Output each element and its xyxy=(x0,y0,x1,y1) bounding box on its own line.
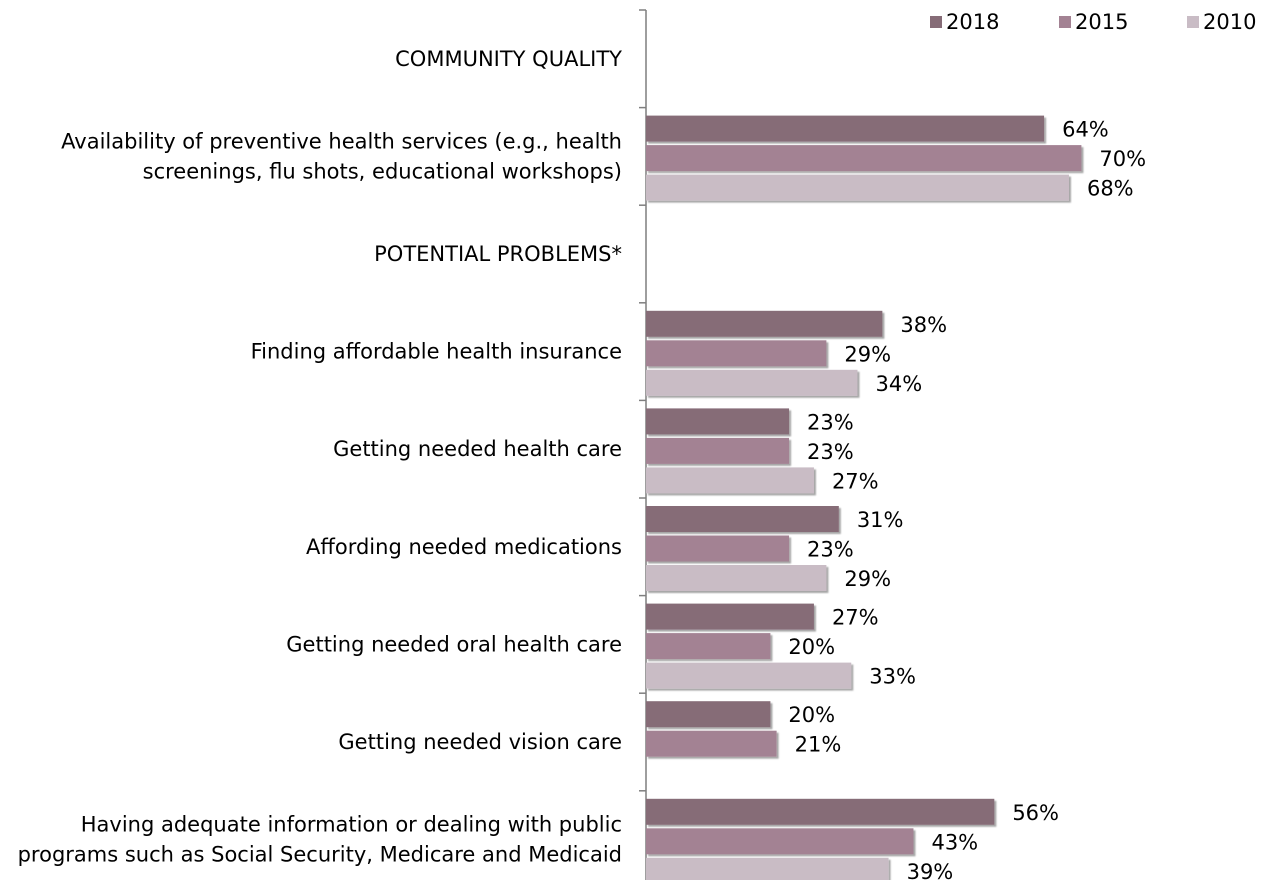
bar-2010 xyxy=(646,369,858,396)
data-label: 20% xyxy=(788,703,835,727)
category-label: Getting needed health care xyxy=(333,437,622,461)
data-label: 27% xyxy=(832,606,879,630)
data-label: 70% xyxy=(1099,147,1146,171)
bar-2018 xyxy=(646,115,1045,142)
bar-2018 xyxy=(646,310,883,337)
data-label: 64% xyxy=(1062,118,1109,142)
data-label: 39% xyxy=(907,860,954,880)
bar-2015 xyxy=(646,340,827,367)
bar-2010 xyxy=(646,857,889,880)
data-label: 23% xyxy=(807,440,854,464)
bar-2015 xyxy=(646,633,771,660)
bar-2018 xyxy=(646,506,839,532)
category-label: Having adequate information or dealing w… xyxy=(81,813,622,837)
data-label: 56% xyxy=(1012,801,1059,825)
legend-swatch xyxy=(1187,16,1199,28)
legend: 2018 2015 2010 xyxy=(930,10,1256,34)
category-label: Affording needed medications xyxy=(306,535,622,559)
data-label: 29% xyxy=(844,567,891,591)
category-label: programs such as Social Security, Medica… xyxy=(18,843,622,867)
bar-2010 xyxy=(646,174,1069,201)
section-heading: POTENTIAL PROBLEMS* xyxy=(374,242,622,266)
category-label: Finding affordable health insurance xyxy=(251,340,622,364)
category-label: Availability of preventive health servic… xyxy=(61,129,622,153)
bars-group: 64%70%68%38%29%34%23%23%27%31%23%29%27%2… xyxy=(646,115,1146,880)
data-label: 21% xyxy=(795,733,842,757)
bar-2018 xyxy=(646,701,771,728)
bar-2010 xyxy=(646,467,814,494)
data-label: 29% xyxy=(844,342,891,366)
legend-label: 2010 xyxy=(1203,10,1256,34)
data-label: 68% xyxy=(1087,177,1134,201)
section-heading: COMMUNITY QUALITY xyxy=(395,47,622,71)
legend-swatch xyxy=(1059,16,1071,28)
data-label: 43% xyxy=(931,830,978,854)
bar-2015 xyxy=(646,437,790,464)
bar-2015 xyxy=(646,828,914,855)
bar-2015 xyxy=(646,145,1082,172)
data-label: 38% xyxy=(900,313,947,337)
category-label: screenings, flu shots, educational works… xyxy=(143,159,622,183)
data-label: 33% xyxy=(869,665,916,689)
category-label: Getting needed vision care xyxy=(338,730,622,754)
data-label: 34% xyxy=(875,372,922,396)
data-label: 23% xyxy=(807,410,854,434)
data-label: 27% xyxy=(832,469,879,493)
data-label: 31% xyxy=(857,508,904,532)
bar-2018 xyxy=(646,408,790,435)
bar-2010 xyxy=(646,565,827,591)
category-axis xyxy=(639,9,647,880)
category-labels: COMMUNITY QUALITY Availability of prevent… xyxy=(18,47,623,867)
category-label: Getting needed oral health care xyxy=(286,632,622,656)
bar-2018 xyxy=(646,798,995,825)
legend-label: 2018 xyxy=(946,10,999,34)
data-label: 23% xyxy=(807,538,854,562)
bar-2010 xyxy=(646,662,852,689)
data-label: 20% xyxy=(788,635,835,659)
bar-2015 xyxy=(646,535,790,562)
legend-swatch xyxy=(930,16,942,28)
legend-label: 2015 xyxy=(1075,10,1128,34)
bar-2018 xyxy=(646,603,814,630)
bar-2015 xyxy=(646,730,777,757)
